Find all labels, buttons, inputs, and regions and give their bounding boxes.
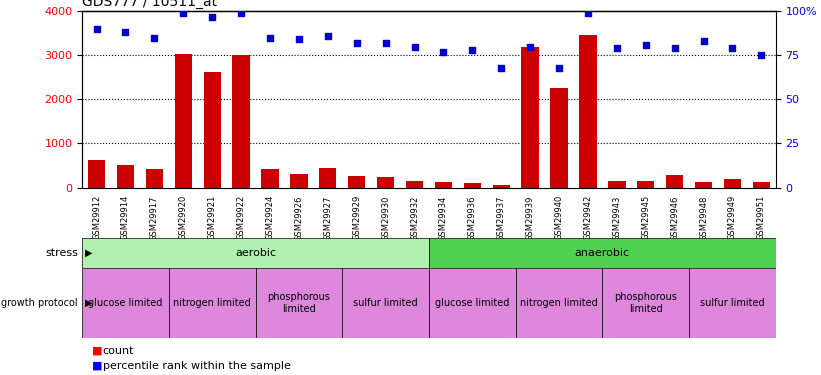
Point xyxy=(379,40,392,46)
Bar xyxy=(516,268,603,338)
Point xyxy=(437,49,450,55)
Bar xyxy=(82,268,169,338)
Text: anaerobic: anaerobic xyxy=(575,248,630,258)
Point xyxy=(553,64,566,70)
Bar xyxy=(348,177,365,188)
Bar xyxy=(406,181,423,188)
Point xyxy=(292,36,305,42)
Bar xyxy=(175,54,192,188)
Text: ■: ■ xyxy=(92,346,103,355)
Bar xyxy=(429,268,516,338)
Point xyxy=(610,45,623,51)
Bar xyxy=(724,179,741,188)
Text: aerobic: aerobic xyxy=(235,248,276,258)
Text: percentile rank within the sample: percentile rank within the sample xyxy=(103,361,291,370)
Point xyxy=(264,35,277,41)
Point xyxy=(148,35,161,41)
Bar xyxy=(261,168,278,188)
Point xyxy=(581,10,594,16)
Point xyxy=(668,45,681,51)
Bar xyxy=(464,183,481,188)
Bar xyxy=(666,175,683,188)
Bar xyxy=(291,174,308,188)
Bar xyxy=(521,46,539,188)
Text: sulfur limited: sulfur limited xyxy=(700,298,765,308)
Bar xyxy=(117,165,134,188)
Bar xyxy=(429,238,776,268)
Text: phosphorous
limited: phosphorous limited xyxy=(268,292,330,314)
Point xyxy=(235,10,248,16)
Text: nitrogen limited: nitrogen limited xyxy=(521,298,598,308)
Text: growth protocol: growth protocol xyxy=(2,298,78,308)
Point xyxy=(495,64,508,70)
Text: nitrogen limited: nitrogen limited xyxy=(173,298,251,308)
Bar xyxy=(82,238,429,268)
Text: count: count xyxy=(103,346,134,355)
Point xyxy=(697,38,710,44)
Bar xyxy=(580,36,597,188)
Text: ■: ■ xyxy=(92,361,103,370)
Bar xyxy=(169,268,255,338)
Point xyxy=(119,29,132,35)
Text: stress: stress xyxy=(45,248,78,258)
Bar xyxy=(145,168,163,188)
Point xyxy=(321,33,334,39)
Text: sulfur limited: sulfur limited xyxy=(353,298,418,308)
Point xyxy=(726,45,739,51)
Bar xyxy=(637,182,654,188)
Bar xyxy=(550,88,568,188)
Bar xyxy=(342,268,429,338)
Bar xyxy=(689,268,776,338)
Bar xyxy=(88,160,105,188)
Text: glucose limited: glucose limited xyxy=(435,298,510,308)
Text: phosphorous
limited: phosphorous limited xyxy=(614,292,677,314)
Text: ▶: ▶ xyxy=(85,298,93,308)
Bar xyxy=(232,56,250,188)
Text: glucose limited: glucose limited xyxy=(89,298,163,308)
Text: GDS777 / 10511_at: GDS777 / 10511_at xyxy=(82,0,218,9)
Bar xyxy=(377,177,394,188)
Bar xyxy=(204,72,221,188)
Point xyxy=(466,47,479,53)
Point xyxy=(408,44,421,50)
Text: ▶: ▶ xyxy=(85,248,93,258)
Bar xyxy=(493,185,510,188)
Bar xyxy=(753,182,770,188)
Point xyxy=(754,53,768,58)
Bar xyxy=(255,268,342,338)
Point xyxy=(205,13,218,20)
Point xyxy=(177,10,190,16)
Bar xyxy=(608,181,626,188)
Bar xyxy=(695,182,713,188)
Point xyxy=(90,26,103,32)
Bar xyxy=(435,182,452,188)
Point xyxy=(350,40,363,46)
Point xyxy=(524,44,537,50)
Bar xyxy=(319,168,337,188)
Bar xyxy=(603,268,689,338)
Point xyxy=(640,42,653,48)
